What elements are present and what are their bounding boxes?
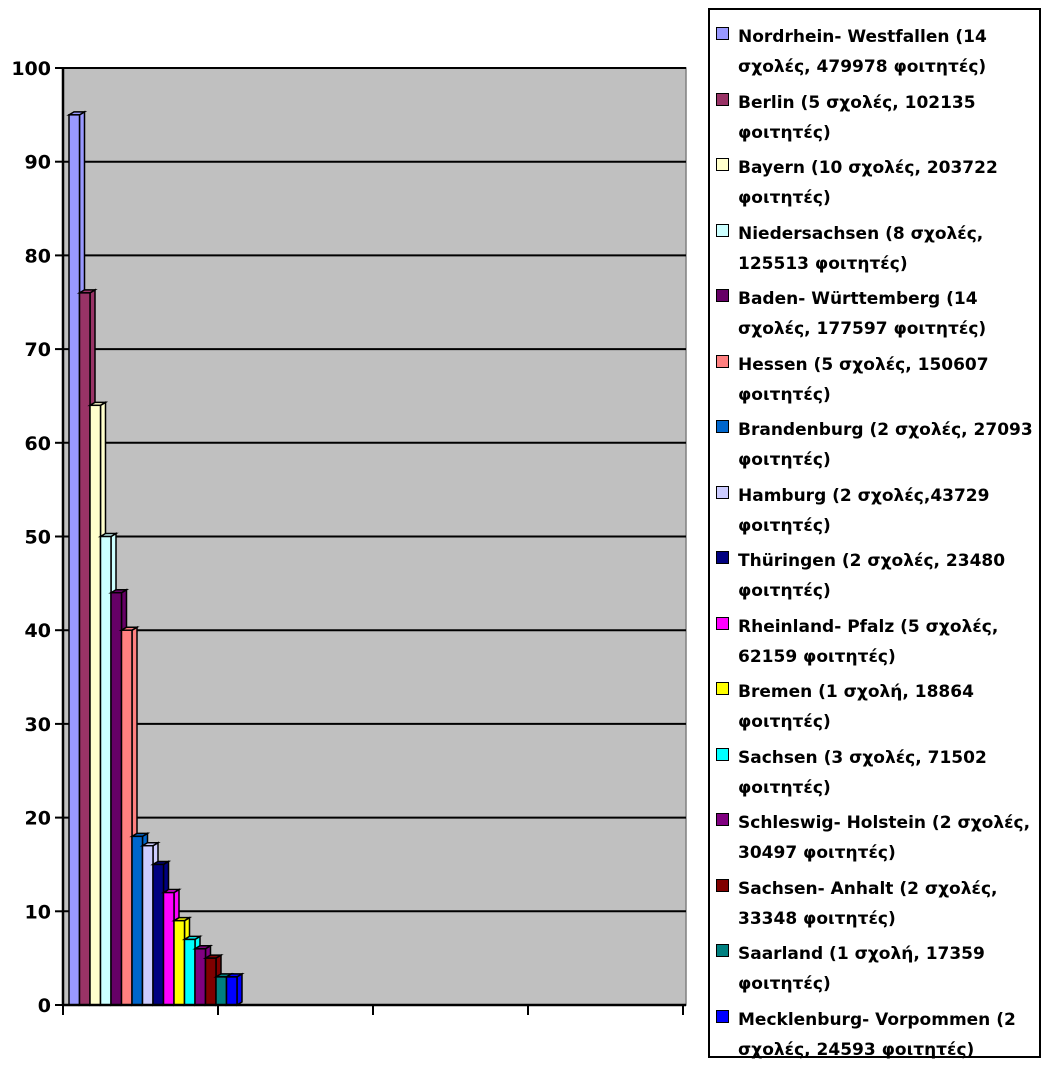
- y-tick-label: 0: [38, 995, 51, 1017]
- legend-label: Rheinland- Pfalz (5 σχολές, 62159 φοιτητ…: [738, 616, 999, 667]
- bar: [110, 591, 123, 1006]
- legend-swatch: [716, 223, 729, 237]
- y-tick-label: 10: [25, 901, 51, 923]
- legend-label: Bayern (10 σχολές, 203722 φοιτητές): [738, 158, 998, 208]
- bar: [89, 404, 102, 1006]
- y-tick-label: 90: [25, 152, 51, 174]
- bar: [162, 891, 175, 1006]
- legend-swatch: [716, 485, 729, 499]
- bar: [152, 863, 165, 1006]
- legend-swatch: [716, 289, 729, 302]
- bar: [68, 114, 81, 1006]
- legend-swatch: [716, 747, 729, 761]
- legend-label: Berlin (5 σχολές, 102135 φοιτητές): [738, 92, 976, 143]
- legend-label: Sachsen (3 σχολές, 71502 φοιτητές): [738, 747, 987, 798]
- legend-label: Bremen (1 σχολή, 18864 φοιτητές): [738, 682, 974, 732]
- legend-swatch: [716, 813, 729, 826]
- legend-label: Sachsen- Anhalt (2 σχολές, 33348 φοιτητέ…: [738, 878, 998, 929]
- legend-label: Thüringen (2 σχολές, 23480 φοιτητές): [738, 551, 1006, 601]
- legend-swatch: [716, 944, 729, 957]
- legend-swatch: [716, 878, 729, 892]
- y-tick-label: 70: [25, 339, 51, 361]
- legend-swatch: [716, 158, 729, 171]
- y-tick-label: 80: [25, 245, 51, 267]
- y-tick-label: 20: [25, 808, 51, 830]
- y-tick-label: 50: [25, 527, 51, 549]
- legend-label: Hamburg (2 σχολές,43729 φοιτητές): [738, 485, 990, 536]
- bar: [131, 835, 144, 1006]
- legend-label: Niedersachsen (8 σχολές, 125513 φοιτητές…: [738, 223, 984, 274]
- chart: 0 10 20 30 40 50 60 70 80 90 100: [11, 58, 687, 1017]
- legend-swatch: [716, 551, 729, 564]
- bar: [204, 957, 217, 1006]
- legend: Nordrhein- Westfallen (14 σχολές, 479978…: [708, 8, 1041, 1060]
- bar: [225, 976, 238, 1006]
- y-tick-label: 100: [11, 58, 51, 80]
- legend-label: Nordrhein- Westfallen (14 σχολές, 479978…: [738, 27, 987, 77]
- bar: [99, 535, 112, 1006]
- y-tick-label: 60: [25, 433, 51, 455]
- y-tick-label: 30: [25, 714, 51, 736]
- legend-swatch: [716, 27, 729, 40]
- bar: [173, 919, 186, 1006]
- legend-swatch: [716, 354, 729, 368]
- legend-label: Baden- Württemberg (14 σχολές, 177597 φο…: [738, 289, 987, 339]
- legend-swatch: [716, 92, 729, 106]
- bar: [120, 629, 133, 1006]
- legend-swatch: [716, 1009, 729, 1023]
- bar: [141, 844, 154, 1006]
- bar: [215, 976, 228, 1006]
- legend-label: Hessen (5 σχολές, 150607 φοιτητές): [738, 354, 989, 405]
- legend-label: Saarland (1 σχολή, 17359 φοιτητές): [738, 944, 985, 994]
- legend-label: Schleswig- Holstein (2 σχολές, 30497 φοι…: [738, 813, 1031, 863]
- legend-swatch: [716, 420, 729, 433]
- legend-label: Brandenburg (2 σχολές, 27093 φοιτητές): [738, 420, 1033, 470]
- legend-swatch: [716, 682, 729, 695]
- bar: [194, 948, 207, 1006]
- bar: [78, 292, 91, 1006]
- legend-swatch: [716, 616, 729, 630]
- legend-label: Mecklenburg- Vorpommen (2 σχολές, 24593 …: [738, 1009, 1016, 1060]
- y-tick-label: 40: [25, 620, 51, 642]
